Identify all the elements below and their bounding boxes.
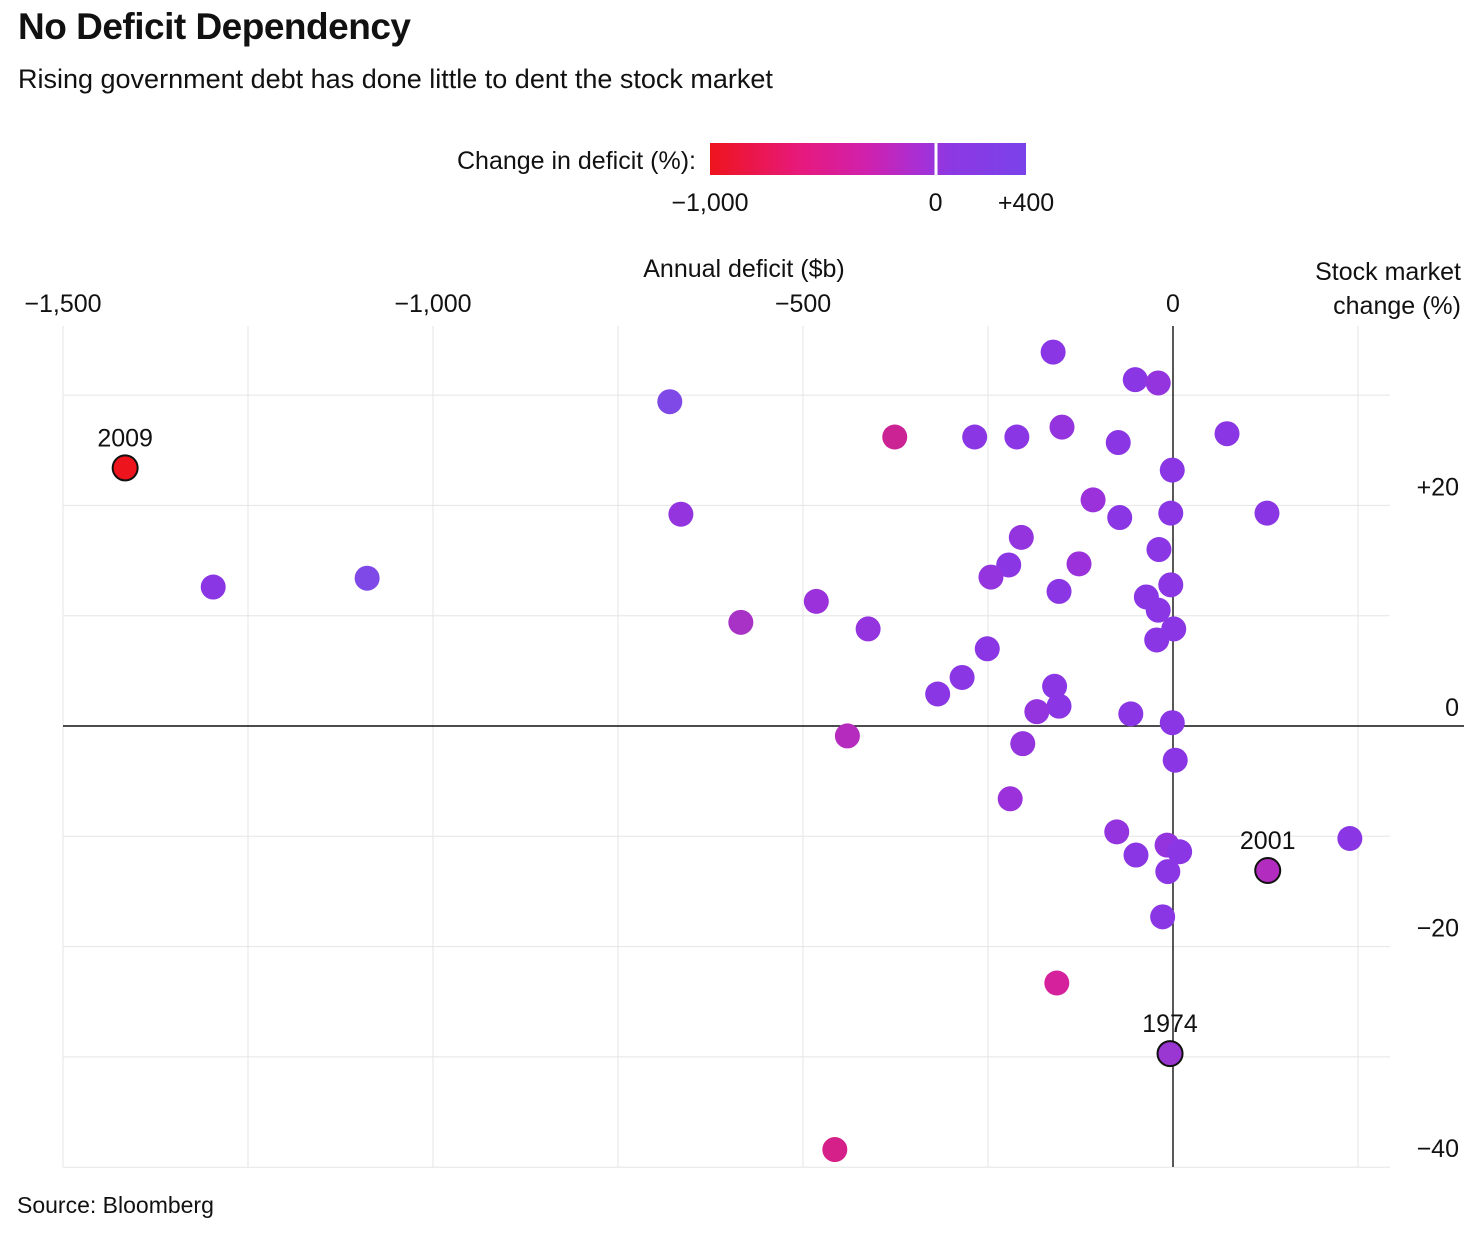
scatter-points bbox=[111, 339, 1363, 1163]
data-point bbox=[1145, 597, 1171, 623]
data-point bbox=[1008, 524, 1034, 550]
data-point bbox=[1042, 673, 1068, 699]
source-credit: Source: Bloomberg bbox=[17, 1192, 214, 1218]
data-point bbox=[1123, 842, 1149, 868]
legend-max-label: +400 bbox=[997, 189, 1055, 217]
data-point-2001 bbox=[1254, 856, 1282, 884]
data-point bbox=[728, 609, 754, 635]
data-point bbox=[882, 424, 908, 450]
data-point bbox=[803, 588, 829, 614]
data-point bbox=[1122, 367, 1148, 393]
data-point bbox=[1158, 500, 1184, 526]
chart-subtitle: Rising government debt has done little t… bbox=[18, 64, 773, 94]
data-point bbox=[668, 501, 694, 527]
data-point bbox=[1214, 421, 1240, 447]
point-annotation: 2009 bbox=[97, 424, 153, 452]
data-point bbox=[1150, 904, 1176, 930]
x-tick-label: −1,000 bbox=[394, 290, 471, 318]
data-point bbox=[1040, 339, 1066, 365]
point-annotation: 1974 bbox=[1142, 1010, 1198, 1038]
data-point-1974 bbox=[1156, 1040, 1184, 1068]
color-legend: −1,000 0 +400 bbox=[671, 143, 1054, 233]
data-point bbox=[1066, 551, 1092, 577]
data-point bbox=[1254, 500, 1280, 526]
data-point bbox=[1044, 970, 1070, 996]
y-tick-label: −20 bbox=[1417, 915, 1459, 943]
y-tick-label: −40 bbox=[1417, 1135, 1459, 1163]
data-point bbox=[1118, 701, 1144, 727]
data-point bbox=[1145, 370, 1171, 396]
data-point bbox=[855, 616, 881, 642]
data-point bbox=[1104, 819, 1130, 845]
data-point bbox=[1159, 457, 1185, 483]
x-tick-label: −500 bbox=[775, 290, 831, 318]
data-point bbox=[834, 723, 860, 749]
data-point bbox=[1337, 826, 1363, 852]
data-point bbox=[1155, 859, 1181, 885]
data-point bbox=[200, 574, 226, 600]
data-point bbox=[1167, 839, 1193, 865]
data-point bbox=[962, 424, 988, 450]
data-point bbox=[1024, 699, 1050, 725]
data-point bbox=[949, 664, 975, 690]
y-axis-title-line1: Stock market bbox=[1315, 258, 1461, 286]
data-point bbox=[1049, 414, 1075, 440]
y-axis-title: Stock market change (%) bbox=[1315, 255, 1461, 323]
axis-lines bbox=[63, 326, 1464, 1167]
data-point bbox=[657, 389, 683, 415]
gridlines bbox=[62, 326, 1390, 1168]
legend-gradient-bar bbox=[710, 143, 1026, 175]
y-tick-label: +20 bbox=[1417, 473, 1459, 501]
data-point bbox=[1046, 578, 1072, 604]
data-point bbox=[822, 1137, 848, 1163]
data-point bbox=[925, 681, 951, 707]
data-point bbox=[996, 552, 1022, 578]
x-tick-label: −1,500 bbox=[24, 290, 101, 318]
data-point bbox=[1010, 731, 1036, 757]
x-axis-title: Annual deficit ($b) bbox=[643, 255, 845, 283]
y-tick-label: 0 bbox=[1445, 694, 1459, 722]
data-point bbox=[1080, 487, 1106, 513]
point-annotations: 2009 2001 1974 bbox=[97, 424, 1295, 1038]
data-point bbox=[1107, 505, 1133, 531]
point-annotation: 2001 bbox=[1240, 827, 1296, 855]
legend-zero-tick bbox=[934, 143, 938, 175]
legend-zero-label: 0 bbox=[928, 189, 943, 217]
legend-label: Change in deficit (%): bbox=[456, 147, 696, 175]
data-point bbox=[1046, 693, 1072, 719]
data-point-2009 bbox=[111, 454, 139, 482]
x-tick-label: 0 bbox=[1166, 290, 1180, 318]
y-axis-title-line2: change (%) bbox=[1333, 292, 1461, 320]
chart-title: No Deficit Dependency bbox=[18, 6, 411, 47]
data-point bbox=[1162, 747, 1188, 773]
data-point bbox=[354, 565, 380, 591]
tick-labels: −1,500 −1,000 −500 0 +20 0 −20 −40 bbox=[24, 290, 1459, 1163]
data-point bbox=[1158, 572, 1184, 598]
data-point bbox=[997, 786, 1023, 812]
data-point bbox=[978, 564, 1004, 590]
data-point bbox=[1161, 616, 1187, 642]
data-point bbox=[1004, 424, 1030, 450]
data-point bbox=[974, 636, 1000, 662]
data-point bbox=[1159, 710, 1185, 736]
data-point bbox=[1146, 537, 1172, 563]
data-point bbox=[1105, 430, 1131, 456]
legend-min-label: −1,000 bbox=[671, 189, 749, 217]
